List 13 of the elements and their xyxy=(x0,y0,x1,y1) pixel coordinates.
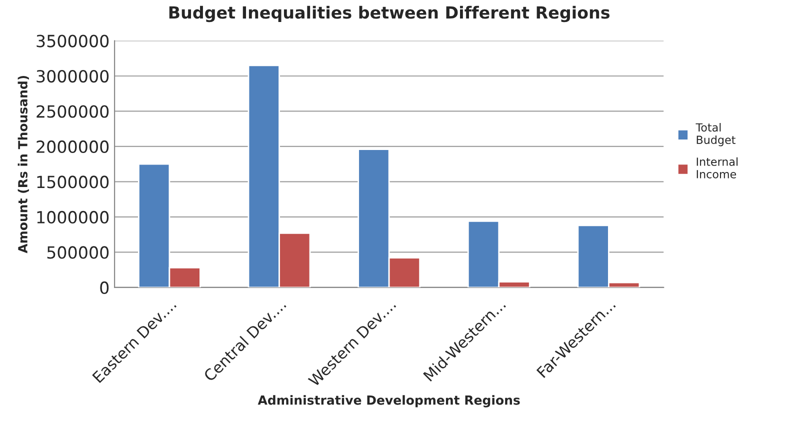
y-tick-label: 2500000 xyxy=(36,105,109,118)
legend-label: Total Budget xyxy=(696,123,736,146)
x-axis-title: Administrative Development Regions xyxy=(258,395,520,408)
y-axis-title: Amount (Rs in Thousand) xyxy=(18,76,29,254)
legend-label: Internal Income xyxy=(696,157,738,178)
y-tick-label: 3000000 xyxy=(36,70,109,83)
y-tick-label: 3500000 xyxy=(36,34,109,48)
y-tick-label: 2000000 xyxy=(36,140,109,154)
chart-title: Budget Inequalities between Different Regions xyxy=(169,6,610,22)
y-tick-label: 500000 xyxy=(47,246,109,259)
y-tick-label: 0 xyxy=(100,281,109,294)
y-tick-label: 1500000 xyxy=(37,176,109,188)
y-tick-label: 1000000 xyxy=(37,210,109,224)
